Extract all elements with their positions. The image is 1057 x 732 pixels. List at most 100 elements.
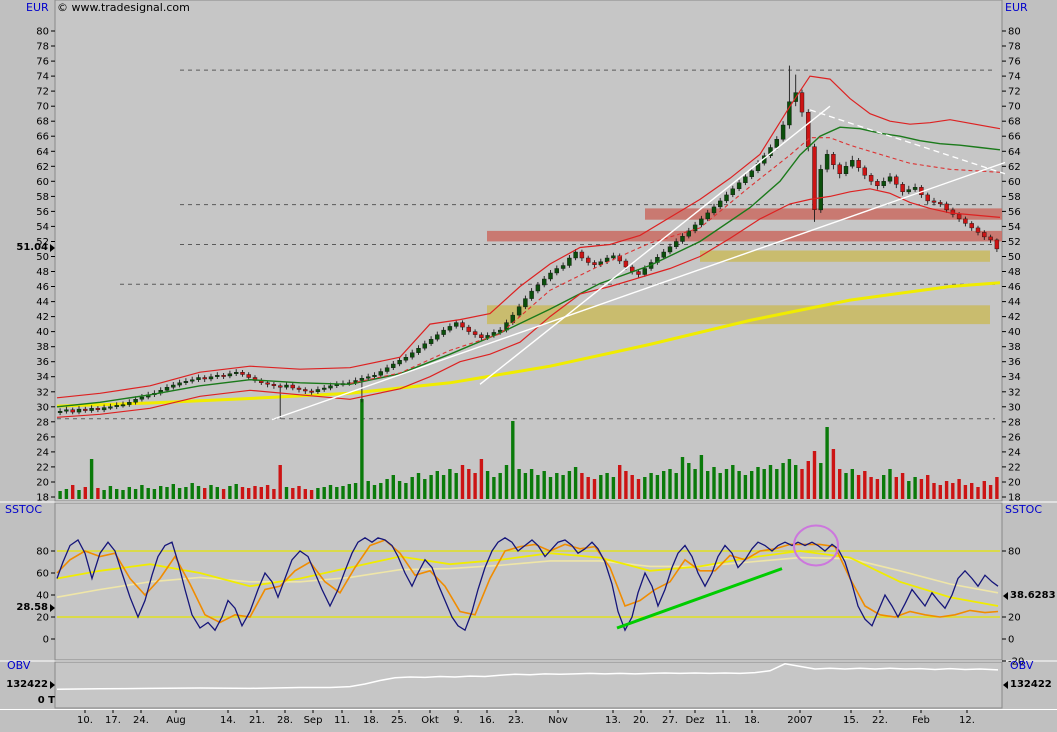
- svg-text:0: 0: [1008, 635, 1014, 646]
- obv-panel-label-left: OBV: [7, 659, 31, 672]
- svg-text:40: 40: [1008, 327, 1021, 338]
- svg-text:25.: 25.: [391, 715, 407, 726]
- svg-text:38: 38: [36, 342, 49, 353]
- svg-text:24.: 24.: [133, 715, 149, 726]
- obv-right-value: 132422: [1010, 679, 1052, 690]
- svg-text:68: 68: [36, 117, 49, 128]
- svg-text:48: 48: [1008, 267, 1021, 278]
- sstoc-right-value: 38.6283: [1010, 590, 1056, 601]
- svg-text:48: 48: [36, 267, 49, 278]
- candlesticks: [57, 65, 1000, 419]
- svg-text:80: 80: [36, 547, 49, 558]
- svg-text:9.: 9.: [453, 715, 463, 726]
- svg-text:28: 28: [36, 417, 49, 428]
- svg-text:34: 34: [36, 372, 49, 383]
- svg-text:64: 64: [36, 147, 49, 158]
- svg-text:32: 32: [1008, 387, 1021, 398]
- sstoc-green-trendline: [616, 567, 783, 630]
- sstoc-left-value-marker: 28.58: [0, 602, 55, 613]
- svg-text:44: 44: [36, 297, 49, 308]
- svg-text:68: 68: [1008, 117, 1021, 128]
- svg-text:2007: 2007: [787, 715, 812, 726]
- obv-right-marker-arrow-icon: [1003, 680, 1008, 689]
- svg-text:20: 20: [1008, 613, 1021, 624]
- copyright-text: © www.tradesignal.com: [57, 1, 190, 14]
- svg-text:46: 46: [36, 282, 49, 293]
- svg-text:46: 46: [1008, 282, 1021, 293]
- svg-text:52: 52: [1008, 237, 1021, 248]
- svg-text:56: 56: [1008, 207, 1021, 218]
- svg-text:18: 18: [36, 493, 49, 504]
- svg-text:74: 74: [1008, 72, 1021, 83]
- obv-right-value-marker: 132422: [1003, 679, 1052, 690]
- svg-text:17.: 17.: [105, 715, 121, 726]
- svg-text:12.: 12.: [959, 715, 975, 726]
- last-price-marker: 51.04: [0, 242, 55, 253]
- obv-zero-label: 0 T: [37, 695, 55, 706]
- sstoc-panel-label-right: SSTOC: [1005, 503, 1043, 516]
- svg-text:66: 66: [1008, 132, 1021, 143]
- svg-text:Sep: Sep: [304, 715, 323, 726]
- sstoc-right-value-marker: 38.6283: [1003, 590, 1056, 601]
- svg-text:78: 78: [36, 42, 49, 53]
- svg-text:80: 80: [36, 27, 49, 38]
- svg-text:36: 36: [1008, 357, 1021, 368]
- svg-text:44: 44: [1008, 297, 1021, 308]
- svg-text:21.: 21.: [249, 715, 265, 726]
- resistance-zone-upper: [645, 208, 1002, 220]
- svg-text:62: 62: [1008, 162, 1021, 173]
- volume-bars: [58, 399, 999, 499]
- obv-plot: [56, 663, 999, 691]
- svg-text:36: 36: [36, 357, 49, 368]
- svg-text:10.: 10.: [77, 715, 93, 726]
- support-resistance-zones: [487, 208, 1002, 325]
- svg-text:15.: 15.: [843, 715, 859, 726]
- svg-text:38: 38: [1008, 342, 1021, 353]
- svg-text:27.: 27.: [662, 715, 678, 726]
- price-overlays: [56, 75, 1006, 421]
- svg-text:34: 34: [1008, 372, 1021, 383]
- svg-text:60: 60: [1008, 177, 1021, 188]
- svg-text:Feb: Feb: [912, 715, 930, 726]
- svg-text:74: 74: [36, 72, 49, 83]
- sstoc-right-marker-arrow-icon: [1003, 591, 1008, 600]
- support-zone-upper: [700, 250, 990, 262]
- svg-text:70: 70: [1008, 102, 1021, 113]
- svg-text:42: 42: [1008, 312, 1021, 323]
- svg-text:70: 70: [36, 102, 49, 113]
- svg-text:78: 78: [1008, 42, 1021, 53]
- support-zone-lower: [487, 305, 990, 325]
- svg-text:11.: 11.: [334, 715, 350, 726]
- svg-text:80: 80: [1008, 547, 1021, 558]
- svg-text:26: 26: [1008, 432, 1021, 443]
- axis-labels: 80 80 78 78 76 76 74 74 72 72 70 70 68 68 66 66 64 64 62 62…: [36, 27, 1024, 668]
- obv-panel-label-right: OBV: [1010, 659, 1034, 672]
- sstoc-plot: [56, 524, 1000, 632]
- svg-text:76: 76: [36, 57, 49, 68]
- panel-separators: [0, 501, 1057, 710]
- obv-left-value-marker: 132422: [0, 679, 55, 690]
- svg-text:64: 64: [1008, 147, 1021, 158]
- svg-text:60: 60: [36, 177, 49, 188]
- svg-text:28.: 28.: [277, 715, 293, 726]
- svg-text:Okt: Okt: [421, 715, 439, 726]
- svg-text:0: 0: [43, 635, 49, 646]
- svg-text:56: 56: [36, 207, 49, 218]
- svg-text:58: 58: [36, 192, 49, 203]
- svg-text:14.: 14.: [220, 715, 236, 726]
- resistance-zone-mid: [487, 230, 1002, 242]
- svg-text:76: 76: [1008, 57, 1021, 68]
- svg-text:72: 72: [1008, 87, 1021, 98]
- svg-text:66: 66: [36, 132, 49, 143]
- svg-text:42: 42: [36, 312, 49, 323]
- sstoc-left-value: 28.58: [16, 602, 48, 613]
- price-axis-currency-label-left: EUR: [26, 1, 49, 14]
- svg-text:23.: 23.: [508, 715, 524, 726]
- price-gridlines: [57, 69, 995, 420]
- svg-text:50: 50: [1008, 252, 1021, 263]
- svg-text:52: 52: [36, 237, 49, 248]
- svg-text:22: 22: [1008, 462, 1021, 473]
- svg-text:62: 62: [36, 162, 49, 173]
